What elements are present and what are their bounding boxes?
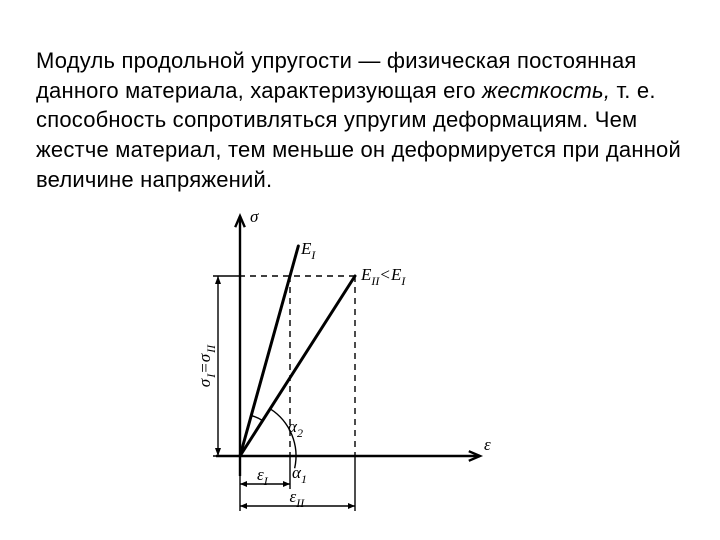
svg-text:σI=σII: σI=σII [195, 344, 218, 387]
svg-text:EI: EI [300, 239, 316, 262]
svg-text:α1: α1 [292, 463, 307, 486]
svg-text:EII<EI: EII<EI [360, 265, 406, 288]
svg-text:ε: ε [484, 435, 491, 454]
text-italic: жесткость, [482, 78, 610, 103]
svg-text:σ: σ [250, 207, 259, 226]
diagram-svg: σεEIEII<EIα2α1σI=σIIεIεII [160, 206, 500, 516]
paragraph: Модуль продольной упругости — физическая… [36, 46, 684, 194]
svg-text:α2: α2 [288, 417, 303, 440]
elasticity-diagram: σεEIEII<EIα2α1σI=σIIεIεII [160, 206, 500, 516]
